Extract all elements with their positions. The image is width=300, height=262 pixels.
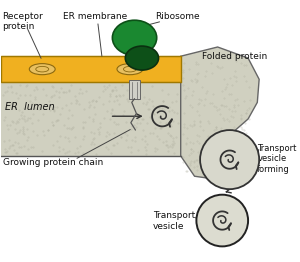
Ellipse shape [29, 64, 55, 75]
Polygon shape [181, 47, 259, 181]
Text: ER  lumen: ER lumen [5, 102, 55, 112]
Bar [1, 56, 181, 82]
Ellipse shape [112, 20, 157, 55]
Bar [129, 80, 140, 99]
Text: Growing protein chain: Growing protein chain [2, 158, 103, 167]
Text: Ribosome: Ribosome [155, 12, 200, 21]
Text: Transport
vesicle: Transport vesicle [153, 211, 195, 231]
Ellipse shape [117, 64, 143, 75]
Ellipse shape [125, 46, 158, 70]
Text: ER membrane: ER membrane [64, 12, 128, 21]
Circle shape [196, 195, 248, 246]
Circle shape [200, 130, 259, 189]
Text: Transport
vesicle
forming: Transport vesicle forming [257, 144, 297, 174]
Bar [1, 82, 181, 156]
Text: Folded protein: Folded protein [202, 52, 267, 61]
Text: Receptor
protein: Receptor protein [2, 12, 43, 31]
